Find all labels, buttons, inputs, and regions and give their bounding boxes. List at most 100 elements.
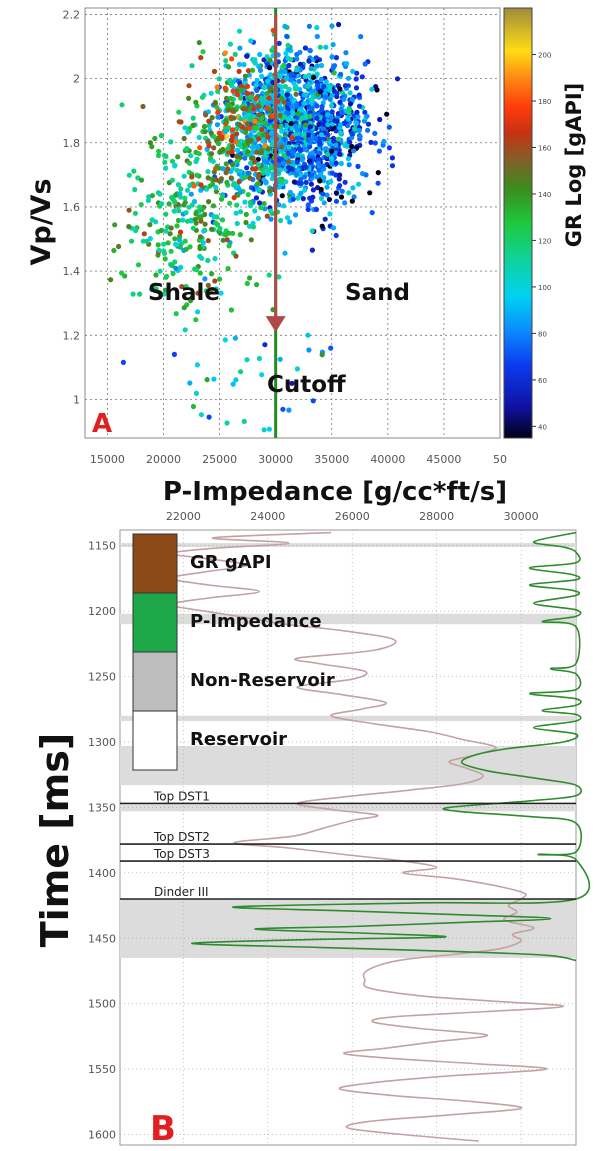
scatter-point-1252: [289, 153, 295, 159]
scatter-point-1552: [212, 278, 218, 284]
scatter-point-1832: [277, 112, 283, 119]
legend-swatch-0: [132, 533, 178, 594]
scatter-point-1703: [194, 267, 200, 273]
panel-b-plot-area: [119, 529, 577, 1146]
scatter-point-2012: [198, 412, 204, 418]
scatter-point-1455: [284, 110, 290, 116]
scatter-point-1378: [266, 64, 273, 70]
scatter-point-1901: [206, 118, 212, 124]
scatter-point-832: [329, 103, 335, 109]
scatter-point-1870: [278, 123, 284, 129]
scatter-point-1113: [358, 34, 364, 40]
panel-a-x-tick-7: 50: [493, 453, 507, 466]
scatter-point-1777: [183, 210, 189, 216]
scatter-point-1740: [224, 237, 230, 243]
scatter-point-1575: [210, 203, 217, 209]
scatter-point-1437: [342, 83, 348, 89]
panel-a-y-ticks: 1 1.2 1.4 1.6 1.8 2 2.2: [63, 8, 81, 406]
scatter-point-344: [305, 206, 311, 212]
scatter-point-1258: [320, 163, 326, 169]
panel-b-y-tick-3: 1300: [88, 736, 116, 749]
scatter-point-1583: [201, 123, 208, 130]
scatter-point-1764: [233, 210, 239, 216]
scatter-point-1475: [287, 219, 293, 225]
scatter-point-960: [292, 212, 299, 218]
scatter-point-1949: [223, 118, 229, 124]
scatter-point-1622: [168, 139, 174, 145]
panel-b-log: Top DST1 Top DST2 Top DST3 Dinder III 22000…: [33, 510, 591, 1149]
colorbar-tick-5: 140: [538, 191, 551, 199]
scatter-point-927: [337, 172, 343, 178]
scatter-point-1750: [241, 174, 247, 181]
scatter-point-2006: [305, 332, 311, 338]
scatter-point-844: [338, 71, 344, 77]
scatter-point-1730: [197, 270, 203, 276]
scatter-point-1892: [211, 68, 218, 75]
scatter-point-1998: [294, 366, 300, 372]
panel-a-y-tick-2: 1.4: [63, 265, 81, 278]
legend-swatch-2: [132, 651, 178, 712]
scatter-point-1935: [265, 78, 271, 84]
scatter-point-761: [257, 51, 263, 58]
scatter-point-1456: [282, 69, 288, 75]
scatter-point-1562: [169, 263, 175, 269]
scatter-point-2026: [206, 414, 212, 420]
scatter-point-1195: [318, 62, 325, 69]
scatter-point-1874: [247, 175, 253, 181]
panel-a-y-tick-0: 1: [73, 393, 80, 406]
scatter-point-1262: [255, 144, 261, 150]
scatter-point-1637: [181, 173, 187, 179]
scatter-point-1973: [229, 148, 235, 154]
scatter-point-352: [302, 74, 308, 80]
scatter-point-1987: [230, 127, 236, 133]
scatter-point-1442: [279, 128, 285, 134]
panel-a-x-tick-1: 20000: [146, 453, 181, 466]
scatter-point-1084: [333, 160, 339, 166]
scatter-point-1462: [294, 127, 300, 133]
panel-b-y-tick-5: 1400: [88, 867, 116, 880]
scatter-point-1463: [352, 126, 358, 132]
scatter-point-1800: [265, 146, 271, 152]
scatter-point-1449: [338, 130, 344, 136]
scatter-point-1500: [132, 186, 138, 193]
panel-a-y-tick-3: 1.6: [63, 201, 81, 214]
scatter-point-862: [227, 41, 233, 47]
scatter-point-1563: [205, 257, 211, 264]
panel-a-y-tick-5: 2: [73, 73, 80, 86]
legend-label-3: Reservoir: [190, 729, 287, 750]
scatter-point-1343: [332, 117, 338, 124]
scatter-point-998: [319, 223, 325, 229]
scatter-point-398: [294, 56, 300, 62]
panel-a-y-tick-6: 2.2: [63, 8, 81, 21]
legend-label-1: P-Impedance: [190, 611, 322, 632]
scatter-point-1731: [217, 225, 223, 232]
scatter-point-1270: [245, 170, 251, 176]
scatter-point-1770: [112, 222, 118, 228]
scatter-point-2022: [328, 345, 334, 351]
scatter-point-950: [381, 138, 387, 145]
scatter-point-1689: [197, 204, 203, 210]
scatter-point-1928: [186, 83, 192, 89]
scatter-point-1411: [303, 164, 309, 170]
scatter-point-1405: [278, 167, 284, 173]
scatter-point-1596: [199, 255, 205, 261]
scatter-point-1927: [279, 95, 285, 102]
scatter-point-1855: [176, 109, 182, 115]
panel-a-y-tick-4: 1.8: [63, 137, 81, 150]
scatter-point-1180: [285, 165, 292, 171]
scatter-point-846: [236, 61, 243, 67]
scatter-point-1099: [345, 116, 351, 122]
panel-b-x-ticks: 22000 24000 26000 28000 30000: [166, 510, 539, 523]
gr-colorbar-label: GR Log [gAPI]: [562, 83, 586, 248]
annotation-sand: Sand: [345, 280, 410, 306]
panel-b-y-tick-7: 1500: [88, 998, 116, 1011]
scatter-point-1952: [229, 144, 235, 150]
scatter-point-1677: [172, 259, 178, 265]
scatter-point-1466: [306, 104, 312, 110]
scatter-point-1675: [195, 290, 201, 296]
scatter-point-1992: [230, 381, 236, 387]
scatter-point-787: [255, 156, 261, 162]
scatter-point-1846: [228, 175, 234, 181]
scatter-point-725: [372, 140, 378, 146]
